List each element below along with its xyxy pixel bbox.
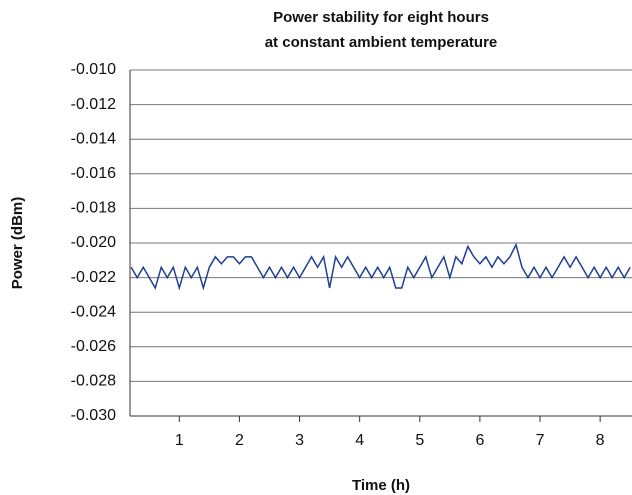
y-tick-label: -0.022 (71, 269, 116, 286)
y-tick-label: -0.010 (71, 61, 116, 78)
chart-title: at constant ambient temperature (265, 34, 498, 51)
x-tick-label: 5 (415, 432, 424, 449)
x-tick-label: 7 (536, 432, 545, 449)
x-tick-label: 1 (175, 432, 184, 449)
y-tick-label: -0.016 (71, 165, 116, 182)
y-tick-label: -0.012 (71, 96, 116, 113)
y-axis-label: Power (dBm) (9, 197, 26, 290)
y-tick-label: -0.026 (71, 338, 116, 355)
x-tick-label: 3 (295, 432, 304, 449)
y-tick-label: -0.018 (71, 200, 116, 217)
x-tick-label: 4 (355, 432, 364, 449)
y-tick-label: -0.028 (71, 373, 116, 390)
y-tick-label: -0.030 (71, 407, 116, 424)
x-axis-label: Time (h) (352, 477, 410, 494)
y-tick-label: -0.014 (71, 130, 116, 147)
x-tick-label: 2 (235, 432, 244, 449)
data-line (130, 242, 631, 291)
chart-title: Power stability for eight hours (273, 9, 489, 26)
y-tick-label: -0.020 (71, 234, 116, 251)
x-tick-label: 6 (475, 432, 484, 449)
x-tick-label: 8 (596, 432, 605, 449)
y-tick-label: -0.024 (71, 303, 116, 320)
